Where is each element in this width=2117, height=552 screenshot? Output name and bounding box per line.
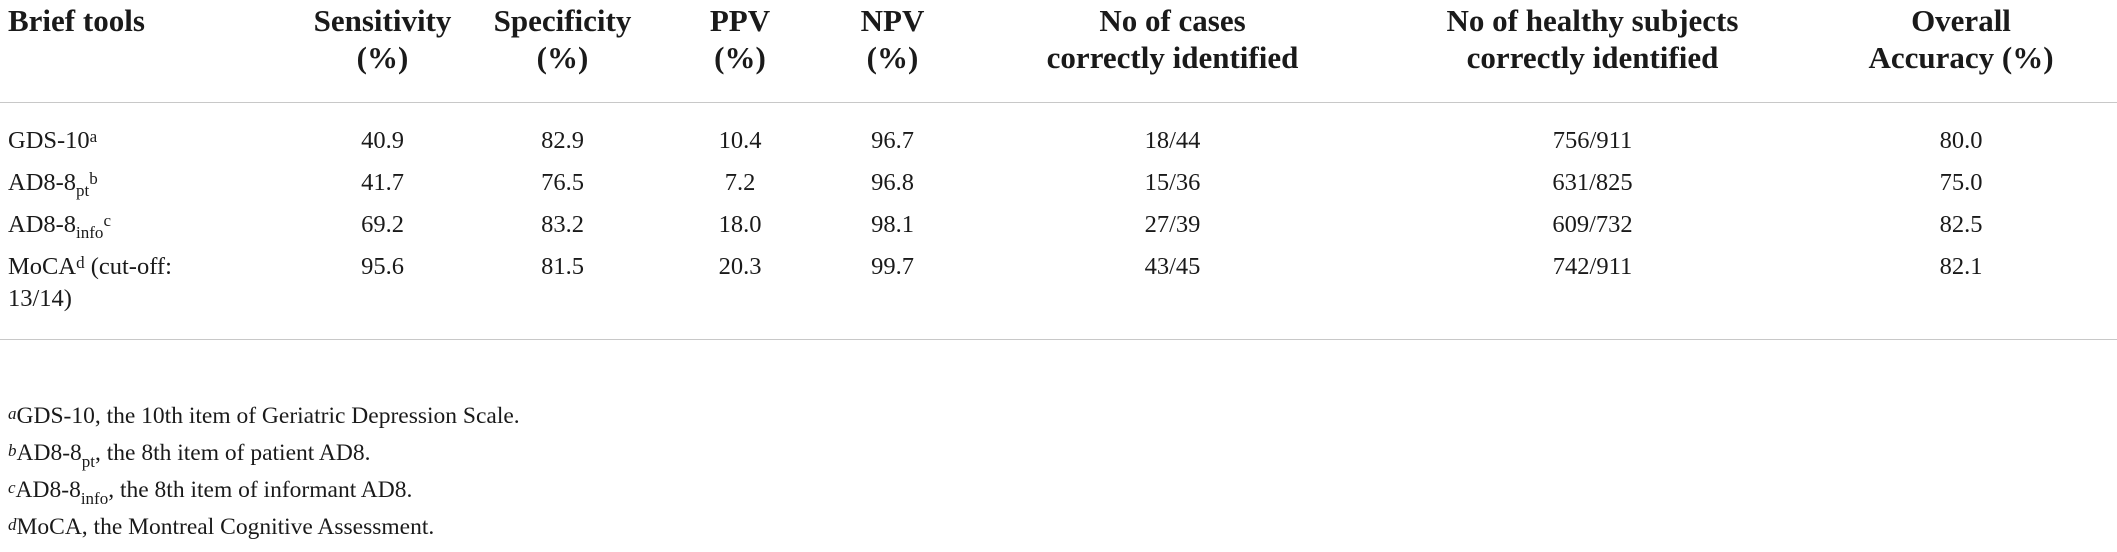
tool-name: MoCAd (cut-off: 13/14) — [8, 253, 172, 312]
ppv-cell: 10.4 — [718, 127, 762, 154]
sensitivity-cell: 40.9 — [361, 127, 404, 154]
healthy-cell: 631/825 — [1552, 169, 1633, 196]
cases-cell: 18/44 — [1144, 127, 1201, 154]
ppv-cell: 7.2 — [724, 169, 756, 196]
table-row: GDS-10a 40.9 82.9 10.4 96.7 18/44 756/91… — [0, 125, 2117, 167]
results-table: Brief tools Sensitivity (%) Specificity (%… — [0, 0, 2117, 340]
table-row: MoCAd (cut-off: 13/14) 95.6 81.5 20.3 99.… — [0, 251, 2117, 325]
header-cases: No of cases correctly identified — [965, 0, 1380, 103]
header-ppv: PPV (%) — [660, 0, 820, 103]
sensitivity-cell: 41.7 — [361, 169, 404, 196]
specificity-cell: 81.5 — [541, 253, 584, 280]
specificity-cell: 82.9 — [541, 127, 584, 154]
footnote: bAD8-8pt, the 8th item of patient AD8. — [8, 440, 371, 471]
specificity-cell: 83.2 — [541, 211, 584, 238]
specificity-cell: 76.5 — [541, 169, 584, 196]
ppv-cell: 20.3 — [718, 253, 762, 280]
healthy-cell: 742/911 — [1552, 253, 1633, 280]
cases-cell: 43/45 — [1144, 253, 1201, 280]
footnote: dMoCA, the Montreal Cognitive Assessment… — [8, 514, 435, 540]
footnote: aGDS-10, the 10th item of Geriatric Depr… — [8, 403, 520, 429]
header-healthy: No of healthy subjects correctly identifi… — [1380, 0, 1805, 103]
npv-cell: 99.7 — [871, 253, 914, 280]
tool-name: GDS-10a — [8, 127, 98, 154]
spacer — [0, 103, 2117, 126]
accuracy-cell: 82.5 — [1939, 211, 1983, 238]
table-bottom-rule — [0, 325, 2117, 340]
header-row: Brief tools Sensitivity (%) Specificity (%… — [0, 0, 2117, 103]
accuracy-cell: 80.0 — [1939, 127, 1983, 154]
footnotes: aGDS-10, the 10th item of Geriatric Depr… — [8, 398, 520, 546]
healthy-cell: 756/911 — [1552, 127, 1633, 154]
npv-cell: 96.7 — [871, 127, 914, 154]
header-accuracy: Overall Accuracy (%) — [1805, 0, 2117, 103]
header-npv: NPV (%) — [820, 0, 965, 103]
header-sensitivity: Sensitivity (%) — [300, 0, 465, 103]
ppv-cell: 18.0 — [718, 211, 762, 238]
sensitivity-cell: 95.6 — [361, 253, 404, 280]
table-row: AD8-8infoc 69.2 83.2 18.0 98.1 27/39 609… — [0, 209, 2117, 251]
accuracy-cell: 82.1 — [1939, 253, 1983, 280]
tool-name: AD8-8infoc — [8, 211, 111, 242]
table-row: AD8-8ptb 41.7 76.5 7.2 96.8 15/36 631/82… — [0, 167, 2117, 209]
accuracy-cell: 75.0 — [1939, 169, 1983, 196]
sensitivity-cell: 69.2 — [361, 211, 404, 238]
cases-cell: 27/39 — [1144, 211, 1201, 238]
tool-name: AD8-8ptb — [8, 169, 98, 200]
footnote: cAD8-8info, the 8th item of informant AD… — [8, 477, 413, 508]
header-specificity: Specificity (%) — [465, 0, 660, 103]
header-brief-tools: Brief tools — [0, 0, 300, 103]
npv-cell: 98.1 — [871, 211, 914, 238]
cases-cell: 15/36 — [1144, 169, 1201, 196]
npv-cell: 96.8 — [871, 169, 914, 196]
healthy-cell: 609/732 — [1552, 211, 1633, 238]
